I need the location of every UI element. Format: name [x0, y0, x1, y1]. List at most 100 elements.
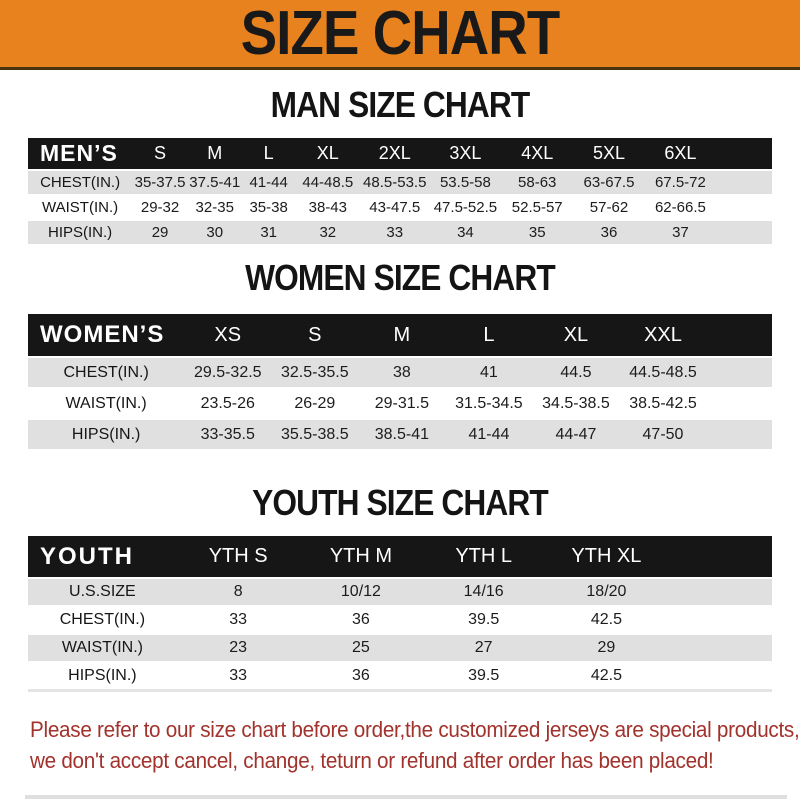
row-label: CHEST(IN.) — [28, 357, 185, 389]
table-cell: 44-47 — [532, 419, 620, 451]
table-cell: 38.5-42.5 — [619, 388, 707, 420]
table-cell: 43-47.5 — [359, 195, 430, 221]
column-header: L — [241, 138, 296, 171]
table-cell: 38-43 — [295, 195, 360, 221]
table-row: HIPS(IN.) 33-35.5 35.5-38.5 38.5-41 41-44 44-… — [28, 419, 772, 451]
footer-notice: Please refer to our size chart before or… — [30, 714, 800, 776]
page-title: SIZE CHART — [240, 0, 560, 68]
row-label: HIPS(IN.) — [28, 220, 133, 246]
row-label: WAIST(IN.) — [28, 195, 133, 221]
table-cell: 47.5-52.5 — [429, 195, 502, 221]
row-label: CHEST(IN.) — [28, 170, 133, 196]
table-cell: 35.5-38.5 — [271, 419, 359, 451]
row-spacer — [667, 578, 772, 607]
men-size-table: MEN’S S M L XL 2XL 3XL 4XL 5XL 6XL CHEST(IN.) 35-3… — [28, 138, 772, 246]
column-header: 6XL — [644, 138, 717, 171]
row-label: CHEST(IN.) — [28, 606, 177, 635]
table-cell: 33-35.5 — [184, 419, 272, 451]
youth-section-title: YOUTH SIZE CHART — [252, 482, 549, 523]
row-label: U.S.SIZE — [28, 578, 177, 607]
column-header: L — [445, 314, 533, 358]
table-cell: 39.5 — [422, 606, 546, 635]
table-cell: 38.5-41 — [358, 419, 446, 451]
notice-line-1: Please refer to our size chart before or… — [30, 716, 800, 742]
table-row: CHEST(IN.) 29.5-32.5 32.5-35.5 38 41 44.5 44.5… — [28, 357, 772, 389]
table-cell: 10/12 — [299, 578, 423, 607]
table-row: WAIST(IN.) 29-32 32-35 35-38 38-43 43-47.5 47.… — [28, 195, 772, 221]
table-row: HIPS(IN.) 33 36 39.5 42.5 — [28, 662, 772, 691]
table-cell: 35-38 — [241, 195, 296, 221]
men-section: MAN SIZE CHART MEN’S S M L XL 2XL 3XL 4XL 5XL 6XL… — [0, 85, 800, 246]
table-cell: 52.5-57 — [501, 195, 574, 221]
row-spacer — [667, 634, 772, 663]
table-cell: 23 — [176, 634, 300, 663]
table-cell: 29 — [545, 634, 668, 663]
table-cell: 41 — [445, 357, 533, 389]
column-header: YTH XL — [545, 536, 668, 579]
header-spacer — [667, 536, 772, 579]
table-cell: 36 — [299, 662, 423, 691]
table-header-row: YOUTH YTH S YTH M YTH L YTH XL — [28, 536, 772, 579]
table-cell: 39.5 — [422, 662, 546, 691]
table-header-row: WOMEN’S XS S M L XL XXL — [28, 314, 772, 358]
table-cell: 37 — [644, 220, 717, 246]
table-cell: 32.5-35.5 — [271, 357, 359, 389]
row-spacer — [706, 419, 772, 451]
table-cell: 44-48.5 — [295, 170, 360, 196]
table-cell: 33 — [176, 606, 300, 635]
table-cell: 41-44 — [241, 170, 296, 196]
column-header: 5XL — [573, 138, 645, 171]
table-cell: 8 — [176, 578, 300, 607]
table-cell: 29-32 — [132, 195, 188, 221]
column-header: 3XL — [429, 138, 502, 171]
column-header: XXL — [619, 314, 707, 358]
table-cell: 42.5 — [545, 606, 668, 635]
table-row: U.S.SIZE 8 10/12 14/16 18/20 — [28, 578, 772, 607]
column-header: S — [132, 138, 188, 171]
table-cell: 14/16 — [422, 578, 546, 607]
table-cell: 34 — [429, 220, 502, 246]
table-row: WAIST(IN.) 23.5-26 26-29 29-31.5 31.5-34.5 34… — [28, 388, 772, 420]
row-label: WAIST(IN.) — [28, 388, 185, 420]
table-cell: 29 — [132, 220, 188, 246]
table-cell: 26-29 — [271, 388, 359, 420]
table-cell: 48.5-53.5 — [359, 170, 430, 196]
women-section: WOMEN SIZE CHART WOMEN’S XS S M L XL XXL CHEST… — [0, 258, 800, 451]
table-row: HIPS(IN.) 29 30 31 32 33 34 35 36 37 — [28, 220, 772, 246]
table-cell: 18/20 — [545, 578, 668, 607]
table-cell: 31 — [241, 220, 296, 246]
table-cell: 29.5-32.5 — [184, 357, 272, 389]
table-cell: 63-67.5 — [573, 170, 645, 196]
table-cell: 47-50 — [619, 419, 707, 451]
column-header: XL — [532, 314, 620, 358]
men-section-title: MAN SIZE CHART — [270, 84, 531, 125]
table-cell: 53.5-58 — [429, 170, 502, 196]
table-cell: 44.5 — [532, 357, 620, 389]
row-spacer — [667, 662, 772, 691]
table-cell: 30 — [187, 220, 242, 246]
table-cell: 36 — [573, 220, 645, 246]
row-label: HIPS(IN.) — [28, 419, 185, 451]
table-corner-label: MEN’S — [28, 138, 133, 171]
column-header: XL — [295, 138, 360, 171]
table-row: WAIST(IN.) 23 25 27 29 — [28, 634, 772, 663]
table-cell: 35 — [501, 220, 574, 246]
column-header: YTH L — [422, 536, 546, 579]
table-cell: 38 — [358, 357, 446, 389]
table-cell: 62-66.5 — [644, 195, 717, 221]
women-section-title: WOMEN SIZE CHART — [245, 257, 556, 298]
banner: SIZE CHART — [0, 0, 800, 70]
table-cell: 57-62 — [573, 195, 645, 221]
table-cell: 37.5-41 — [187, 170, 242, 196]
table-header-row: MEN’S S M L XL 2XL 3XL 4XL 5XL 6XL — [28, 138, 772, 171]
header-spacer — [716, 138, 772, 171]
column-header: M — [358, 314, 446, 358]
column-header: M — [187, 138, 242, 171]
row-label: WAIST(IN.) — [28, 634, 177, 663]
table-corner-label: WOMEN’S — [28, 314, 185, 358]
women-size-table: WOMEN’S XS S M L XL XXL CHEST(IN.) 29.5-32.5 32.… — [28, 314, 772, 451]
table-cell: 32 — [295, 220, 360, 246]
column-header: 4XL — [501, 138, 574, 171]
table-cell: 41-44 — [445, 419, 533, 451]
table-cell: 33 — [359, 220, 430, 246]
